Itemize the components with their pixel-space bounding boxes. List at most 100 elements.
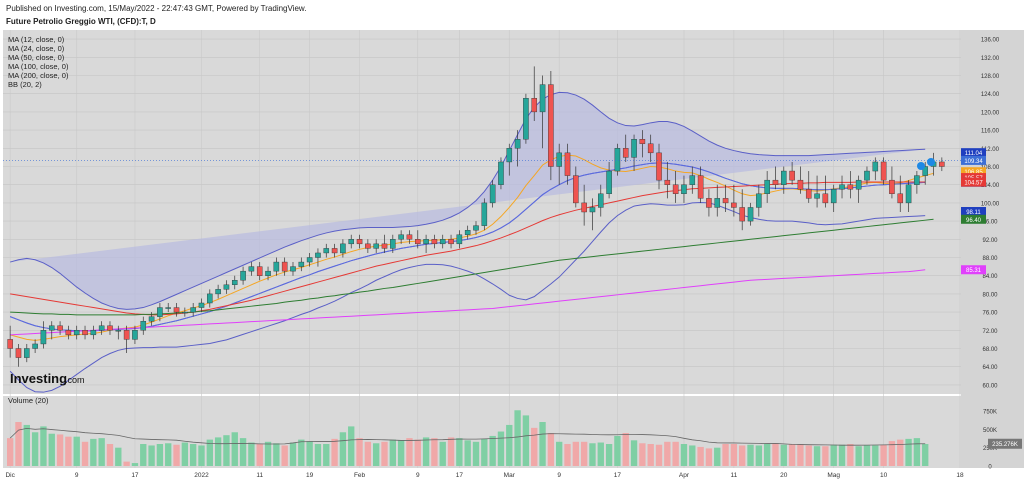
candle bbox=[772, 166, 779, 190]
candle bbox=[215, 284, 221, 299]
volume-tick-label: 500K bbox=[983, 428, 997, 434]
candle-body bbox=[464, 229, 471, 235]
volume-bar bbox=[813, 446, 821, 466]
candle-body bbox=[639, 138, 646, 144]
candle bbox=[598, 184, 604, 217]
candle-body bbox=[839, 184, 845, 190]
price-tick-label: 108.00 bbox=[981, 165, 1000, 171]
price-tick-label: 64.00 bbox=[982, 365, 998, 371]
price-label: 98.11 bbox=[966, 210, 981, 216]
candle-body bbox=[830, 189, 837, 204]
candle-body bbox=[107, 325, 113, 331]
time-tick-label: 2022 bbox=[194, 472, 209, 479]
candle bbox=[340, 239, 346, 258]
candle bbox=[922, 161, 928, 185]
candle bbox=[15, 343, 22, 367]
candle bbox=[198, 298, 205, 313]
candle bbox=[373, 239, 379, 253]
price-label-badge bbox=[961, 148, 986, 158]
volume-tick-label: 0 bbox=[988, 465, 992, 471]
candle bbox=[57, 321, 63, 335]
volume-bar bbox=[65, 436, 72, 466]
volume-bar bbox=[40, 426, 47, 466]
volume-bar bbox=[314, 444, 322, 466]
candle-body bbox=[656, 152, 662, 181]
logo-suffix: .com bbox=[65, 375, 85, 385]
candle-body bbox=[664, 179, 671, 185]
volume-bar bbox=[664, 441, 671, 466]
time-tick-label: 9 bbox=[557, 472, 561, 479]
volume-bar bbox=[323, 444, 330, 466]
candle-body bbox=[764, 179, 770, 194]
volume-bar bbox=[406, 438, 413, 466]
volume-bar bbox=[705, 448, 713, 466]
candle-body bbox=[48, 325, 55, 331]
volume-bar bbox=[464, 440, 471, 466]
candle bbox=[706, 189, 712, 217]
volume-bar bbox=[822, 446, 829, 466]
volume-bar bbox=[763, 444, 771, 466]
volume-bar bbox=[281, 445, 288, 466]
candle bbox=[847, 171, 854, 199]
candle-body bbox=[781, 170, 787, 185]
candle-body bbox=[414, 239, 421, 245]
volume-bar bbox=[223, 435, 230, 466]
candle bbox=[939, 157, 945, 172]
candle-body bbox=[523, 98, 529, 140]
candle bbox=[431, 234, 438, 249]
bb-upper-line bbox=[10, 91, 926, 310]
candle-body bbox=[489, 184, 496, 204]
candle-body bbox=[539, 84, 546, 113]
volume-tick-label: 750K bbox=[983, 410, 997, 416]
candle bbox=[564, 143, 571, 185]
volume-bar bbox=[348, 426, 355, 466]
price-tick-label: 88.00 bbox=[982, 256, 998, 262]
candle bbox=[473, 221, 479, 235]
volume-bar bbox=[472, 441, 480, 466]
candle-body bbox=[223, 284, 230, 290]
candle-body bbox=[481, 202, 488, 226]
candle bbox=[481, 198, 488, 231]
price-tick-label: 136.00 bbox=[981, 38, 1000, 44]
volume-bar bbox=[788, 444, 796, 466]
price-label-badge bbox=[961, 265, 986, 275]
candle bbox=[414, 230, 421, 249]
candle bbox=[864, 166, 870, 185]
candle-body bbox=[498, 161, 504, 185]
candle bbox=[231, 275, 238, 290]
candle-body bbox=[90, 330, 97, 336]
candle-body bbox=[622, 148, 629, 158]
time-tick-label: Mag bbox=[827, 472, 840, 479]
volume-bar bbox=[148, 445, 155, 466]
candle-body bbox=[198, 302, 205, 308]
event-markers[interactable] bbox=[917, 158, 935, 170]
candle-body bbox=[398, 234, 404, 240]
candle bbox=[731, 184, 737, 217]
candle bbox=[647, 134, 654, 162]
candle-body bbox=[381, 243, 388, 249]
volume-bar bbox=[780, 444, 787, 466]
candle bbox=[464, 225, 471, 240]
price-tick-label: 120.00 bbox=[981, 110, 1000, 116]
volume-bar bbox=[422, 437, 430, 466]
candle-body bbox=[173, 307, 180, 313]
volume-bar bbox=[855, 446, 862, 466]
candle-body bbox=[606, 170, 612, 195]
volume-bar bbox=[672, 441, 679, 466]
candle bbox=[173, 303, 180, 317]
candle bbox=[273, 257, 280, 276]
candle bbox=[805, 171, 812, 203]
candle bbox=[789, 161, 795, 185]
volume-bar bbox=[772, 443, 779, 466]
candle bbox=[697, 166, 704, 203]
volume-bar bbox=[256, 444, 263, 466]
candle-body bbox=[73, 330, 80, 336]
volume-bar bbox=[15, 422, 22, 466]
price-label: 109.34 bbox=[964, 159, 983, 165]
candle-body bbox=[914, 175, 920, 185]
volume-bar bbox=[206, 439, 213, 466]
volume-bar bbox=[239, 438, 247, 466]
volume-bar bbox=[264, 441, 272, 466]
candle bbox=[290, 262, 296, 276]
